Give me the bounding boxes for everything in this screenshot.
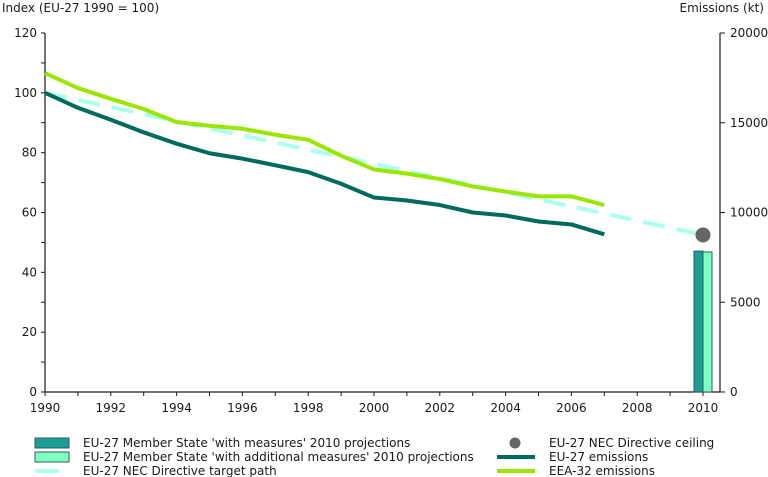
legend-label: EU-27 NEC Directive target path [83, 464, 277, 477]
y-left-tick-label: 100 [14, 86, 37, 100]
eu27-emissions-line [44, 91, 605, 237]
x-tick-label: 1994 [161, 401, 192, 415]
legend-swatch-dot [509, 437, 521, 449]
bar-with-additional-measures [702, 251, 713, 393]
x-tick-label: 1996 [227, 401, 258, 415]
y-left-tick-label: 0 [29, 385, 37, 399]
legend-swatch-bar [34, 451, 70, 463]
y-right-tick-label: 10000 [730, 206, 768, 220]
plot-area [44, 71, 713, 393]
legend-label: EEA-32 emissions [549, 464, 655, 477]
y-axis-left-title: Index (EU-27 1990 = 100) [2, 1, 159, 15]
x-tick-label: 1992 [96, 401, 127, 415]
legend-label: EU-27 Member State 'with measures' 2010 … [83, 436, 410, 450]
y-left-tick-label: 80 [22, 146, 37, 160]
y-left-tick-label: 60 [22, 206, 37, 220]
legend-swatch-bar [34, 437, 70, 449]
legend: EU-27 Member State 'with measures' 2010 … [34, 436, 714, 477]
x-tick-label: 1998 [293, 401, 324, 415]
bar-with-measures [693, 250, 704, 393]
y-right-tick-label: 0 [730, 385, 738, 399]
y-right-tick-label: 15000 [730, 116, 768, 130]
legend-label: EU-27 NEC Directive ceiling [549, 436, 714, 450]
y-left-tick-label: 40 [22, 265, 37, 279]
y-right-tick-label: 5000 [730, 295, 761, 309]
eea32-emissions-line [44, 71, 605, 207]
x-tick-label: 2004 [490, 401, 521, 415]
x-tick-label: 2008 [622, 401, 653, 415]
x-tick-label: 1990 [30, 401, 61, 415]
x-tick-label: 2010 [688, 401, 719, 415]
y-left-tick-label: 20 [22, 325, 37, 339]
y-right-tick-label: 20000 [730, 26, 768, 40]
nec-ceiling-point [695, 227, 711, 243]
target-path-line [44, 90, 704, 237]
axes: 0 20 40 60 80 100 120 0 5000 10000 15000 20000 1990 1… [14, 26, 768, 415]
y-axis-right-title: Emissions (kt) [680, 1, 764, 15]
x-tick-label: 2002 [425, 401, 456, 415]
x-tick-label: 2000 [359, 401, 390, 415]
legend-label: EU-27 Member State 'with additional meas… [83, 450, 474, 464]
y-left-tick-label: 120 [14, 26, 37, 40]
x-tick-label: 2006 [556, 401, 587, 415]
legend-label: EU-27 emissions [549, 450, 648, 464]
